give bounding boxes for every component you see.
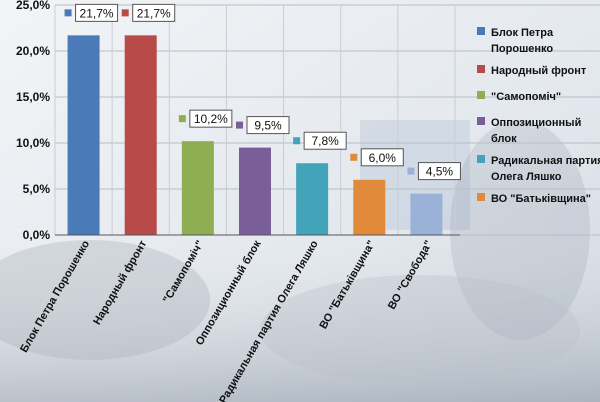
y-tick-label: 25,0% [16, 0, 50, 12]
data-label: 4,5% [426, 165, 454, 179]
data-label-key [121, 9, 129, 17]
data-label-key [236, 121, 243, 129]
legend-label: Олега Ляшко [491, 171, 562, 183]
legend-label: Оппозиционный [491, 117, 581, 129]
y-axis: 0,0% 5,0% 10,0% 15,0% 20,0% 25,0% [16, 0, 50, 242]
legend-key [477, 117, 485, 125]
bar [239, 147, 271, 235]
data-label-box [246, 116, 290, 135]
legend-label: Порошенко [491, 43, 553, 55]
legend-key [477, 27, 485, 35]
x-tick-label: ВО "Батьківщина" [317, 239, 377, 332]
bar [181, 141, 214, 235]
data-label-key [407, 167, 415, 175]
x-tick-label: Радикальная партия Олега Ляшко [217, 238, 321, 402]
x-axis: Блок Петра Порошенко Народный фронт "Самоп… [18, 234, 460, 402]
x-tick-label: Блок Петра Порошенко [18, 238, 92, 354]
y-tick-label: 20,0% [16, 44, 50, 58]
legend-label: Радикальная партия [491, 155, 600, 167]
legend-key [477, 155, 485, 163]
x-tick-label: Оппозиционный блок [194, 238, 264, 347]
data-labels: 21,7% 21,7% 10,2% 9,5% 7,8% 6,0% 4,5% [64, 3, 461, 181]
x-tick-label: "Самопоміч" [161, 239, 206, 306]
legend-label: "Самопоміч" [491, 91, 561, 103]
legend-key [477, 193, 485, 201]
data-label-key [350, 153, 358, 161]
bar [124, 35, 157, 235]
legend-label: Народный фронт [491, 65, 587, 77]
data-label-key [178, 115, 186, 123]
data-label: 21,7% [80, 6, 114, 20]
data-label-box [417, 162, 461, 181]
data-label-box [75, 3, 119, 22]
data-label: 10,2% [194, 112, 228, 126]
data-label-box [303, 131, 347, 150]
data-label: 7,8% [311, 134, 339, 148]
data-label: 6,0% [369, 151, 397, 165]
y-tick-label: 15,0% [16, 90, 50, 104]
bar [296, 163, 329, 235]
data-label-box [132, 3, 176, 22]
y-tick-label: 0,0% [23, 228, 51, 242]
data-label-box [360, 148, 404, 167]
data-label: 9,5% [254, 119, 282, 133]
bars [67, 35, 443, 235]
legend-label: ВО "Батьківщина" [491, 193, 591, 205]
x-tick-label: ВО "Свобода" [386, 239, 435, 312]
bar [353, 179, 386, 235]
legend-key [477, 91, 485, 99]
legend-label: Блок Петра [491, 27, 554, 39]
legend: Блок Петра Порошенко Народный фронт "Самопо… [477, 27, 600, 205]
bar [410, 193, 443, 235]
y-tick-label: 10,0% [16, 136, 50, 150]
x-tick-label: Народный фронт [91, 238, 149, 327]
data-label-key [64, 9, 72, 17]
data-label: 21,7% [137, 6, 171, 20]
y-tick-label: 5,0% [23, 182, 51, 196]
legend-key [477, 65, 485, 73]
data-label-box [189, 109, 233, 128]
legend-label: блок [491, 133, 517, 145]
bar [67, 35, 100, 235]
data-label-key [293, 137, 301, 145]
